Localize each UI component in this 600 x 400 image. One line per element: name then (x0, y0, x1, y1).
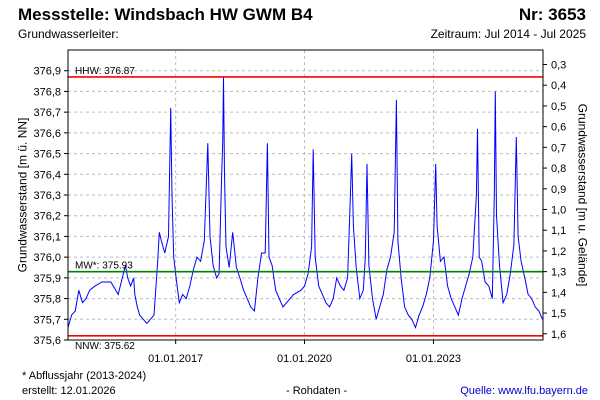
y-tick-label-right: 1,4 (551, 287, 566, 299)
y-tick-label-right: 0,9 (551, 184, 566, 196)
y-tick-label-right: 0,8 (551, 163, 566, 175)
raw-data-note: - Rohdaten - (286, 385, 348, 397)
y-tick-label-left: 375,7 (33, 314, 61, 326)
y-axis-label-right: Grundwasserstand [m u. Gelände] (574, 103, 589, 287)
y-tick-label-right: 0,6 (551, 122, 566, 134)
created-date: erstellt: 12.01.2026 (22, 385, 116, 397)
groundwater-series-line (67, 76, 543, 330)
y-tick-label-right: 1,5 (551, 308, 566, 320)
y-tick-label-right: 0,5 (551, 101, 566, 113)
y-tick-label-left: 376,1 (33, 231, 61, 243)
y-tick-label-right: 1,6 (551, 329, 566, 341)
y-tick-label-right: 1,0 (551, 205, 566, 217)
y-axis-label-left: Grundwasserstand [m ü. NN] (14, 117, 29, 273)
plot-frame (67, 49, 544, 341)
y-tick-label-left: 376,4 (33, 169, 61, 181)
reference-label-mw: MW*: 375.93 (75, 261, 133, 272)
y-tick-label-left: 376,0 (33, 252, 61, 264)
y-tick-label-right: 1,3 (551, 267, 566, 279)
y-tick-label-left: 376,6 (33, 128, 61, 140)
x-tick-label: 01.01.2020 (277, 353, 332, 365)
y-tick-label-right: 0,4 (551, 80, 566, 92)
y-tick-label-left: 376,3 (33, 190, 61, 202)
y-tick-label-left: 375,8 (33, 294, 61, 306)
y-tick-label-left: 375,9 (33, 273, 61, 285)
y-tick-label-right: 1,2 (551, 246, 566, 258)
y-tick-label-left: 376,9 (33, 66, 61, 78)
station-number: Nr: 3653 (518, 5, 586, 24)
y-tick-label-left: 376,8 (33, 86, 61, 98)
y-tick-label-left: 376,5 (33, 149, 61, 161)
footnote: * Abflussjahr (2013-2024) (22, 370, 147, 382)
station-title: Messstelle: Windsbach HW GWM B4 (18, 5, 313, 24)
reference-label-hhw: HHW: 376.87 (75, 66, 135, 77)
period-label: Zeitraum: Jul 2014 - Jul 2025 (430, 27, 586, 41)
y-tick-label-right: 1,1 (551, 225, 566, 237)
x-tick-label: 01.01.2017 (148, 353, 203, 365)
aquifer-label: Grundwasserleiter: (18, 27, 119, 41)
x-tick-label: 01.01.2023 (406, 353, 461, 365)
y-tick-label-left: 376,7 (33, 107, 61, 119)
y-tick-label-left: 376,2 (33, 211, 61, 223)
y-tick-label-right: 0,7 (551, 142, 566, 154)
y-tick-label-right: 0,3 (551, 60, 566, 72)
y-tick-label-left: 375,6 (33, 335, 61, 347)
source-link[interactable]: Quelle: www.lfu.bayern.de (460, 385, 588, 397)
reference-label-nnw: NNW: 375.62 (75, 341, 135, 352)
